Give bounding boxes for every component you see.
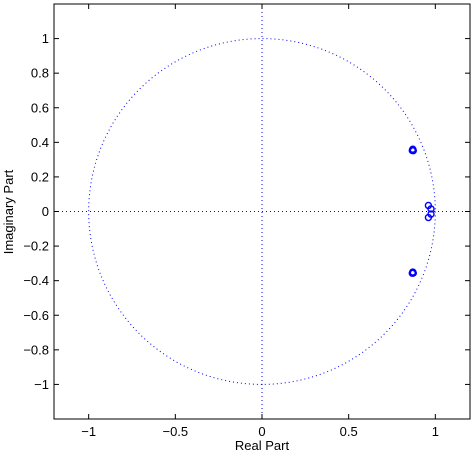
y-tick-label-6: 0 [42,204,49,219]
zero-marker-10 [409,269,418,277]
y-tick-label-2: 0.8 [31,66,49,81]
y-tick-label-10: −0.8 [23,342,49,357]
reference-layer [54,4,470,419]
y-tick-label-1: 1 [42,31,49,46]
y-tick-label-9: −0.6 [23,308,49,323]
x-tick-label-4: 0.5 [340,424,358,439]
y-axis-label: Imaginary Part [1,169,16,254]
x-axis-label: Real Part [235,438,290,453]
zero-marker-7 [424,213,433,222]
points-layer [408,145,435,277]
y-tick-label-4: 0.4 [31,135,49,150]
y-tick-label-7: −0.2 [23,239,49,254]
y-tick-label-5: 0.2 [31,169,49,184]
x-tick-label-2: −0.5 [162,424,188,439]
zero-marker-3 [409,146,418,155]
unit-circle [88,38,436,385]
x-tick-label-5: 1 [432,424,439,439]
zero-marker-5 [427,205,435,213]
x-tick-label-3: 0 [258,424,265,439]
ticks-layer: −1 −0.5 0 0.5 1 1 0.8 0.6 0.4 0.2 0 −0.2 −0.4 −0.6 −0.… [23,4,470,439]
x-tick-label-1: −1 [81,424,96,439]
y-tick-label-11: −1 [34,377,49,392]
y-tick-label-3: 0.6 [31,100,49,115]
y-tick-label-8: −0.4 [23,273,49,288]
